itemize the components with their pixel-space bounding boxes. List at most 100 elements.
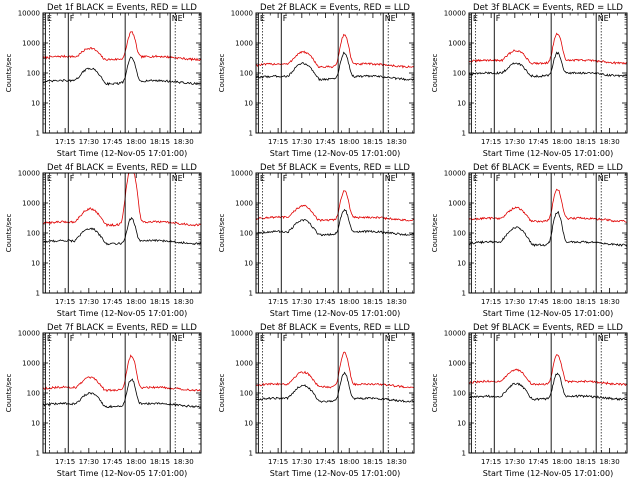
time-marker-label: NE [598, 174, 609, 183]
x-tick-label: 18:00 [339, 458, 359, 466]
y-tick-label: 10000 [444, 170, 466, 178]
y-tick-label: 10 [457, 260, 466, 268]
x-tick-label: 18:30 [387, 138, 407, 146]
y-tick-label: 1000 [235, 360, 253, 368]
x-axis-label: Start Time (12-Nov-05 17:01:00) [483, 309, 613, 318]
time-marker-label: NE [172, 174, 183, 183]
x-tick-label: 17:30 [292, 138, 312, 146]
y-axis-label: Counts/sec [218, 374, 226, 413]
y-tick-label: 10 [31, 100, 40, 108]
events-series-line [43, 216, 201, 246]
y-tick-label: 1 [249, 450, 253, 458]
y-tick-label: 1 [462, 130, 466, 138]
y-axis-label: Counts/sec [431, 214, 439, 253]
time-marker-label: E [47, 14, 52, 23]
events-series-line [43, 56, 201, 86]
x-tick-label: 18:00 [126, 298, 146, 306]
x-axis-label: Start Time (12-Nov-05 17:01:00) [270, 469, 400, 478]
y-tick-label: 100 [453, 390, 466, 398]
x-tick-label: 17:30 [505, 138, 525, 146]
lld-series-line [256, 190, 414, 223]
x-tick-label: 17:45 [315, 138, 335, 146]
x-axis-label: Start Time (12-Nov-05 17:01:00) [270, 149, 400, 158]
x-tick-label: 18:15 [363, 298, 383, 306]
panel-title: Det 5f BLACK = Events, RED = LLD [260, 163, 410, 173]
lld-series-line [469, 32, 627, 66]
x-tick-label: 18:15 [150, 298, 170, 306]
time-marker-label: NE [598, 334, 609, 343]
time-marker-label: F [496, 14, 501, 23]
x-tick-label: 18:00 [126, 138, 146, 146]
x-tick-label: 18:15 [150, 458, 170, 466]
time-marker-label: F [496, 174, 501, 183]
events-series-line [256, 371, 414, 403]
x-tick-label: 17:30 [79, 458, 99, 466]
y-axis-label: Counts/sec [5, 214, 13, 253]
x-tick-label: 18:15 [363, 458, 383, 466]
detector-panel-5: Det 5f BLACK = Events, RED = LLD Counts/s… [218, 163, 415, 318]
x-tick-label: 18:00 [552, 298, 572, 306]
time-marker-label: E [260, 14, 265, 23]
time-marker-label: NE [598, 14, 609, 23]
y-axis-label: Counts/sec [431, 374, 439, 413]
x-tick-label: 18:30 [174, 138, 194, 146]
detector-panel-4: Det 4f BLACK = Events, RED = LLD Counts/s… [5, 163, 202, 318]
time-marker-label: F [70, 14, 75, 23]
y-tick-label: 1 [249, 290, 253, 298]
events-series-line [469, 372, 627, 401]
x-tick-label: 17:15 [55, 298, 75, 306]
y-tick-label: 1000 [235, 200, 253, 208]
events-series-line [43, 378, 201, 409]
plot-frame [42, 332, 202, 454]
events-series-line [256, 51, 414, 82]
x-axis-label: Start Time (12-Nov-05 17:01:00) [57, 149, 187, 158]
y-tick-label: 1000 [22, 360, 40, 368]
x-tick-label: 17:45 [102, 298, 122, 306]
x-tick-label: 18:00 [339, 298, 359, 306]
plot-frame [468, 12, 628, 134]
x-tick-label: 17:30 [292, 298, 312, 306]
y-tick-label: 100 [27, 390, 40, 398]
y-axis-label: Counts/sec [5, 374, 13, 413]
y-tick-label: 10 [31, 420, 40, 428]
y-tick-label: 1 [462, 290, 466, 298]
y-tick-label: 1 [36, 130, 40, 138]
x-axis-label: Start Time (12-Nov-05 17:01:00) [57, 469, 187, 478]
time-marker-label: F [283, 334, 288, 343]
x-tick-label: 18:30 [600, 458, 620, 466]
time-marker-label: E [473, 174, 478, 183]
events-series-line [469, 51, 627, 78]
panel-title: Det 1f BLACK = Events, RED = LLD [47, 3, 197, 13]
x-tick-label: 18:30 [387, 458, 407, 466]
x-tick-label: 18:30 [387, 298, 407, 306]
y-tick-label: 10000 [231, 330, 253, 338]
panel-title: Det 4f BLACK = Events, RED = LLD [47, 163, 197, 173]
x-tick-label: 17:15 [268, 298, 288, 306]
y-tick-label: 10 [244, 260, 253, 268]
x-tick-label: 17:30 [505, 298, 525, 306]
detector-panel-7: Det 7f BLACK = Events, RED = LLD Counts/s… [5, 323, 202, 478]
x-tick-label: 17:15 [481, 458, 501, 466]
y-axis-label: Counts/sec [218, 214, 226, 253]
y-tick-label: 10000 [18, 330, 40, 338]
time-marker-label: NE [385, 14, 396, 23]
y-tick-label: 1 [462, 450, 466, 458]
y-tick-label: 1 [249, 130, 253, 138]
x-axis-label: Start Time (12-Nov-05 17:01:00) [57, 309, 187, 318]
y-tick-label: 1000 [448, 200, 466, 208]
x-tick-label: 17:45 [528, 298, 548, 306]
y-tick-label: 1 [36, 290, 40, 298]
panel-title: Det 2f BLACK = Events, RED = LLD [260, 3, 410, 13]
y-tick-label: 100 [27, 70, 40, 78]
x-tick-label: 17:30 [79, 138, 99, 146]
x-tick-label: 18:30 [600, 138, 620, 146]
x-tick-label: 18:00 [339, 138, 359, 146]
time-marker-label: NE [172, 334, 183, 343]
plot-frame [255, 172, 415, 294]
time-marker-label: NE [385, 334, 396, 343]
y-tick-label: 1000 [235, 40, 253, 48]
x-tick-label: 17:15 [268, 138, 288, 146]
lld-series-line [43, 354, 201, 393]
y-tick-label: 100 [240, 70, 253, 78]
